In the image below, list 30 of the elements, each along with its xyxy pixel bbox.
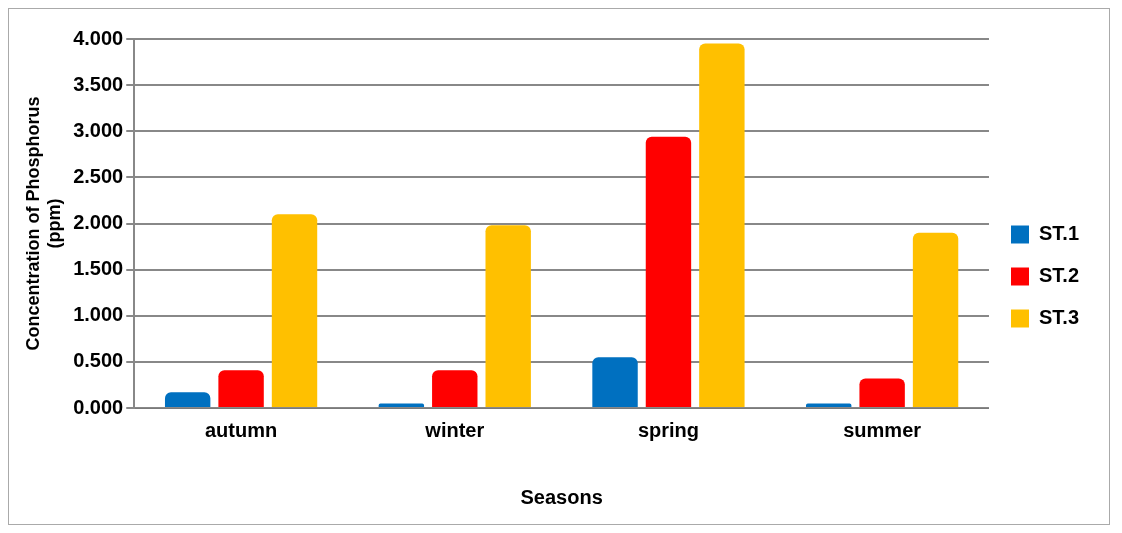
bar [164,392,211,407]
y-tick-label: 1.000 [73,303,124,326]
bar [592,357,638,407]
y-tick-label: 3.000 [73,118,124,141]
bar [912,232,959,407]
bar [271,214,318,407]
bar [432,370,478,407]
x-tick-label: autumn [204,418,278,441]
legend-label: ST.2 [1038,264,1080,287]
x-tick-label: spring [637,418,700,441]
x-axis-title: Seasons [520,485,603,508]
y-tick-label: 3.500 [73,72,124,95]
legend-label: ST.3 [1038,306,1080,329]
bar [378,403,425,407]
legend-label: ST.1 [1038,222,1080,245]
bar [218,370,264,407]
y-tick-label: 0.000 [73,395,124,418]
x-tick-label: winter [424,418,485,441]
bar [859,378,905,407]
bar [645,136,692,407]
y-tick-label: 1.500 [73,257,124,280]
bar [699,43,745,407]
y-tick-label: 2.000 [73,211,124,234]
y-tick-label: 2.500 [73,164,124,187]
y-axis-title: Concentration of Phosphorus (ppm) [22,96,65,351]
y-tick-label: 0.500 [73,349,124,372]
x-tick-label: summer [843,418,922,441]
bar [485,225,531,407]
bar [806,403,852,407]
y-tick-label: 4.000 [73,26,124,49]
